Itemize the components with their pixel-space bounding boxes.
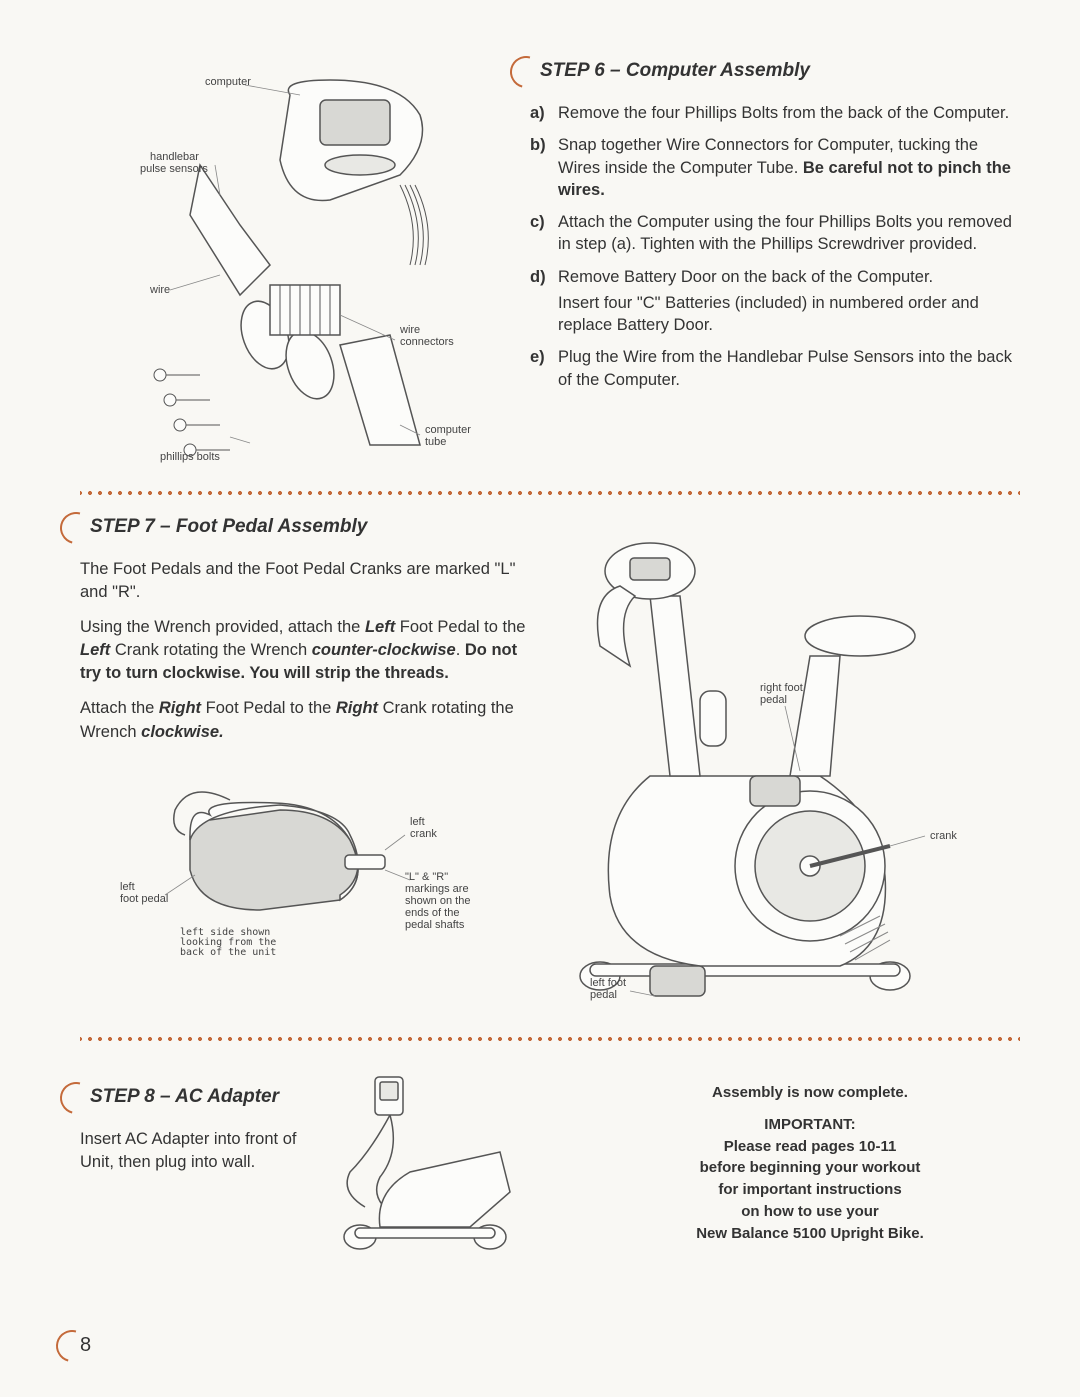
diagram-label: handlebarpulse sensors [140,151,208,175]
diagram-label: computertube [425,424,471,448]
complete-line: before beginning your workout [600,1157,1020,1179]
page-number: 8 [80,1334,91,1357]
pedal-diagram: leftfoot pedal leftcrank "L" & "R"markin… [80,760,540,960]
step-6-item-c: c) Attach the Computer using the four Ph… [530,211,1020,256]
step-8-section: STEP 8 – AC Adapter Insert AC Adapter in… [80,1062,1020,1262]
complete-line: Assembly is now complete. [600,1082,1020,1104]
diagram-label: left footpedal [590,977,626,1001]
complete-line: on how to use your [600,1201,1020,1223]
divider [80,490,1020,496]
step-8-title: STEP 8 – AC Adapter [80,1086,320,1108]
step-6-title: STEP 6 – Computer Assembly [530,60,1020,82]
step-7-section: STEP 7 – Foot Pedal Assembly The Foot Pe… [80,516,1020,1016]
diagram-label: leftfoot pedal [120,881,168,905]
step-6-item-b: b) Snap together Wire Connectors for Com… [530,134,1020,201]
step-6-item-e: e) Plug the Wire from the Handlebar Puls… [530,346,1020,391]
complete-line: IMPORTANT: [600,1114,1020,1136]
step-6-section: computer handlebarpulse sensors wire phi… [80,60,1020,470]
diagram-label: phillips bolts [160,451,220,463]
diagram-label: right footpedal [760,682,803,706]
complete-line: for important instructions [600,1179,1020,1201]
divider [80,1036,1020,1042]
step-6-text: STEP 6 – Computer Assembly a) Remove the… [500,60,1020,470]
diagram-label: left side shownlooking from theback of t… [180,927,276,958]
step-8-text: STEP 8 – AC Adapter Insert AC Adapter in… [80,1062,320,1186]
step-7-para-1: The Foot Pedals and the Foot Pedal Crank… [80,558,540,604]
step-6-item-d: d) Remove Battery Door on the back of th… [530,266,1020,337]
step-6-list: a) Remove the four Phillips Bolts from t… [530,102,1020,391]
step-7-para-3: Attach the Right Foot Pedal to the Right… [80,697,540,743]
diagram-label: crank [930,830,957,842]
diagram-label: wireconnectors [399,324,454,348]
complete-line: New Balance 5100 Upright Bike. [600,1223,1020,1245]
diagram-label: leftcrank [410,816,437,840]
step-7-title: STEP 7 – Foot Pedal Assembly [80,516,540,538]
ac-adapter-diagram [320,1062,520,1267]
diagram-label: computer [205,76,251,88]
step-6-diagram: computer handlebarpulse sensors wire phi… [80,60,500,470]
completion-box: Assembly is now complete. IMPORTANT: Ple… [520,1062,1020,1244]
step-7-para-2: Using the Wrench provided, attach the Le… [80,616,540,685]
diagram-label: wire [149,284,170,296]
bike-diagram: right footpedal crank left footpedal [540,516,1020,1016]
step-7-text-column: STEP 7 – Foot Pedal Assembly The Foot Pe… [80,516,540,1016]
computer-assembly-diagram: computer handlebarpulse sensors wire phi… [80,60,500,470]
step-6-item-a: a) Remove the four Phillips Bolts from t… [530,102,1020,124]
diagram-label: "L" & "R"markings areshown on theends of… [405,871,470,931]
step-8-body: Insert AC Adapter into front of Unit, th… [80,1128,320,1174]
complete-line: Please read pages 10-11 [600,1136,1020,1158]
